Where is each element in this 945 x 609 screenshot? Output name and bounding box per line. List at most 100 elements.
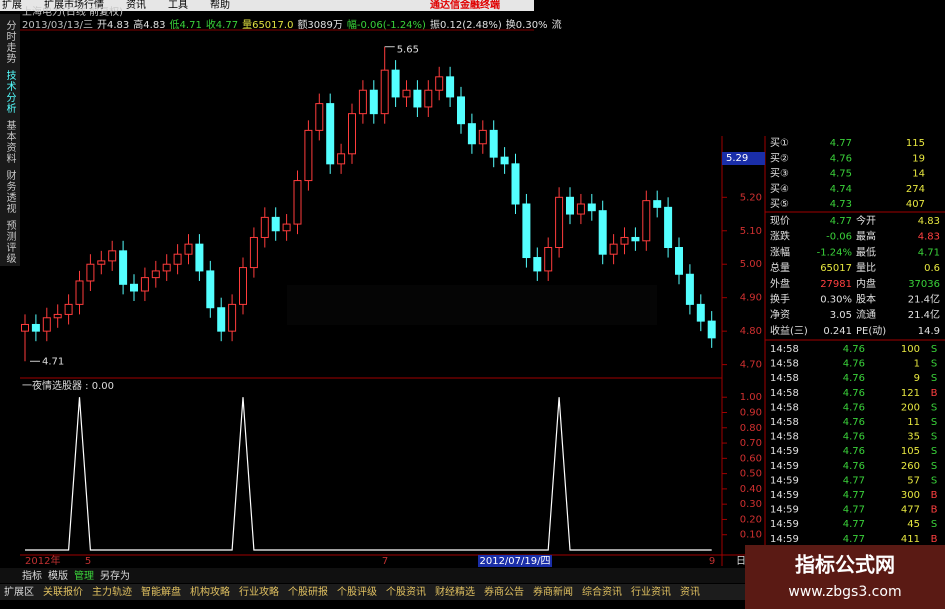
toolbar-item[interactable]: 管理 xyxy=(74,569,94,582)
y-tick-label: 0.90 xyxy=(740,408,762,419)
menu-item[interactable]: 工具 xyxy=(168,0,188,11)
trade-volume: 35 xyxy=(907,432,920,443)
candle-body xyxy=(675,247,683,275)
stat-label: 外盘 xyxy=(770,277,790,290)
annotation: 5.65 xyxy=(397,45,419,56)
stat-label: 今开 xyxy=(856,214,876,227)
stat-label: PE(动) xyxy=(856,325,886,337)
side-tab[interactable]: 分时走势 xyxy=(4,20,16,64)
candle-body xyxy=(533,257,542,272)
candle-body xyxy=(249,236,258,269)
side-tab-bar xyxy=(0,14,20,266)
period-label: 日 xyxy=(736,556,746,567)
bid-volume: 407 xyxy=(906,199,925,210)
header-item: 高4.83 xyxy=(133,18,165,31)
bottom-tab[interactable]: 机构攻略 xyxy=(190,585,230,598)
candle-body xyxy=(184,243,193,255)
menu-item[interactable]: 扩展 xyxy=(2,0,22,11)
header-item: 低4.71 xyxy=(170,18,202,31)
candle-body xyxy=(130,283,138,292)
bid-price: 4.73 xyxy=(830,199,852,210)
bottom-tab[interactable]: 智能解盘 xyxy=(141,585,181,598)
y-tick-label: 0.80 xyxy=(740,423,762,434)
date-label: 7 xyxy=(382,556,388,567)
y-tick-label: 0.40 xyxy=(740,484,762,495)
stat-label: 量比 xyxy=(856,262,876,274)
bottom-tab[interactable]: 综合资讯 xyxy=(582,585,622,598)
stat-value: 37036 xyxy=(908,279,940,290)
trade-volume: 9 xyxy=(914,373,920,384)
stock-title: 上海电力(日线 前复权) xyxy=(22,5,123,18)
y-tick-label: 4.70 xyxy=(740,360,762,371)
menu-item[interactable]: 扩展市场行情 xyxy=(44,0,104,11)
trade-side: B xyxy=(931,534,938,545)
trade-volume: 121 xyxy=(901,388,920,399)
candle-body xyxy=(304,129,313,182)
trade-time: 14:59 xyxy=(770,490,799,501)
trade-volume: 11 xyxy=(907,417,920,428)
y-tick-label: 0.70 xyxy=(740,438,762,449)
candle-body xyxy=(522,203,531,259)
bid-label: 买③ xyxy=(770,168,789,180)
bottom-tab[interactable]: 行业攻略 xyxy=(239,585,279,598)
y-tick-label: 0.10 xyxy=(740,530,762,541)
trade-price: 4.77 xyxy=(843,505,865,516)
candle-body xyxy=(358,89,367,115)
bottom-tab[interactable]: 主力轨迹 xyxy=(92,585,132,598)
bottom-tab[interactable]: 个股研报 xyxy=(288,585,328,598)
candle-body xyxy=(598,210,607,255)
bid-price: 4.75 xyxy=(830,169,852,180)
trade-price: 4.77 xyxy=(843,475,865,486)
trade-time: 14:59 xyxy=(770,475,799,486)
trade-time: 14:59 xyxy=(770,446,799,457)
stat-label: 现价 xyxy=(770,215,790,227)
annotation: 4.71 xyxy=(42,356,64,367)
bid-price: 4.74 xyxy=(830,184,852,195)
bottom-tab[interactable]: 资讯 xyxy=(680,586,700,598)
trade-volume: 1 xyxy=(914,359,920,370)
trade-time: 14:59 xyxy=(770,461,799,472)
trade-price: 4.76 xyxy=(843,461,865,472)
stat-value: 0.6 xyxy=(924,263,940,274)
stat-value: 4.83 xyxy=(918,216,940,227)
app-title: 通达信金融终端 xyxy=(430,0,500,11)
bottom-tab[interactable]: 个股资讯 xyxy=(386,586,426,598)
candle-body xyxy=(64,303,73,315)
stat-label: 换手 xyxy=(770,293,790,306)
candle-body xyxy=(108,250,117,262)
trade-price: 4.76 xyxy=(843,432,865,443)
cursor-date: 2012/07/19/四 xyxy=(479,556,550,567)
toolbar-item[interactable]: 另存为 xyxy=(100,569,130,582)
trade-side: S xyxy=(931,432,937,443)
stat-value: 21.4亿 xyxy=(908,293,940,306)
stat-label: 流通 xyxy=(856,308,876,321)
side-tab[interactable]: 预测评级 xyxy=(4,220,16,264)
side-tab[interactable]: 技术分析 xyxy=(4,69,16,114)
bid-volume: 115 xyxy=(906,138,925,149)
y-tick-label: 0.60 xyxy=(740,453,762,464)
bottom-tab[interactable]: 券商新闻 xyxy=(533,585,573,598)
candle-body xyxy=(653,200,662,208)
side-tab[interactable]: 基本资料 xyxy=(4,119,16,164)
side-tab[interactable]: 财务透视 xyxy=(4,169,16,214)
header-item: 幅-0.06(-1.24%) xyxy=(347,18,426,31)
menu-item[interactable]: 资讯 xyxy=(126,0,146,11)
bottom-tab[interactable]: 财经精选 xyxy=(435,585,475,598)
bottom-tab[interactable]: 行业资讯 xyxy=(631,585,671,598)
menu-item[interactable]: 帮助 xyxy=(210,0,230,11)
toolbar-item[interactable]: 模版 xyxy=(48,569,68,582)
bottom-tab[interactable]: 券商公告 xyxy=(484,585,524,598)
toolbar-item[interactable]: 指标 xyxy=(22,569,42,582)
trade-time: 14:59 xyxy=(770,519,799,530)
bottom-tab[interactable]: 个股评级 xyxy=(337,586,377,598)
bid-label: 买① xyxy=(770,137,789,149)
bottom-tab[interactable]: 扩展区 xyxy=(4,585,34,598)
bottom-tab[interactable]: 关联报价 xyxy=(43,585,83,598)
trade-side: S xyxy=(931,373,937,384)
candle-body xyxy=(140,277,149,292)
menu-bar xyxy=(0,0,534,11)
watermark-title: 指标公式网 xyxy=(795,553,895,577)
trade-time: 14:58 xyxy=(770,417,799,428)
candle-body xyxy=(151,270,160,279)
